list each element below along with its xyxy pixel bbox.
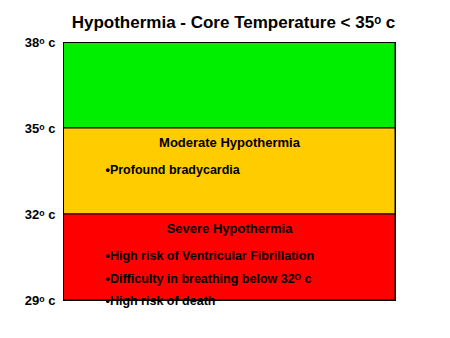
svg-text:38ᵒ c: 38ᵒ c — [25, 35, 56, 50]
svg-text:•Profound bradycardia: •Profound bradycardia — [106, 163, 241, 177]
svg-text:Moderate Hypothermia: Moderate Hypothermia — [159, 135, 301, 150]
svg-text:32ᵒ c: 32ᵒ c — [25, 207, 56, 222]
svg-text:•High risk of Ventricular Fibr: •High risk of Ventricular Fibrillation•D… — [106, 249, 315, 308]
svg-text:Severe Hypothermia: Severe Hypothermia — [167, 221, 293, 236]
svg-text:Hypothermia - Core Temperature: Hypothermia - Core Temperature < 35ᵒ c — [72, 13, 396, 32]
svg-text:29ᵒ c: 29ᵒ c — [25, 293, 56, 308]
svg-text:35ᵒ c: 35ᵒ c — [25, 121, 56, 136]
